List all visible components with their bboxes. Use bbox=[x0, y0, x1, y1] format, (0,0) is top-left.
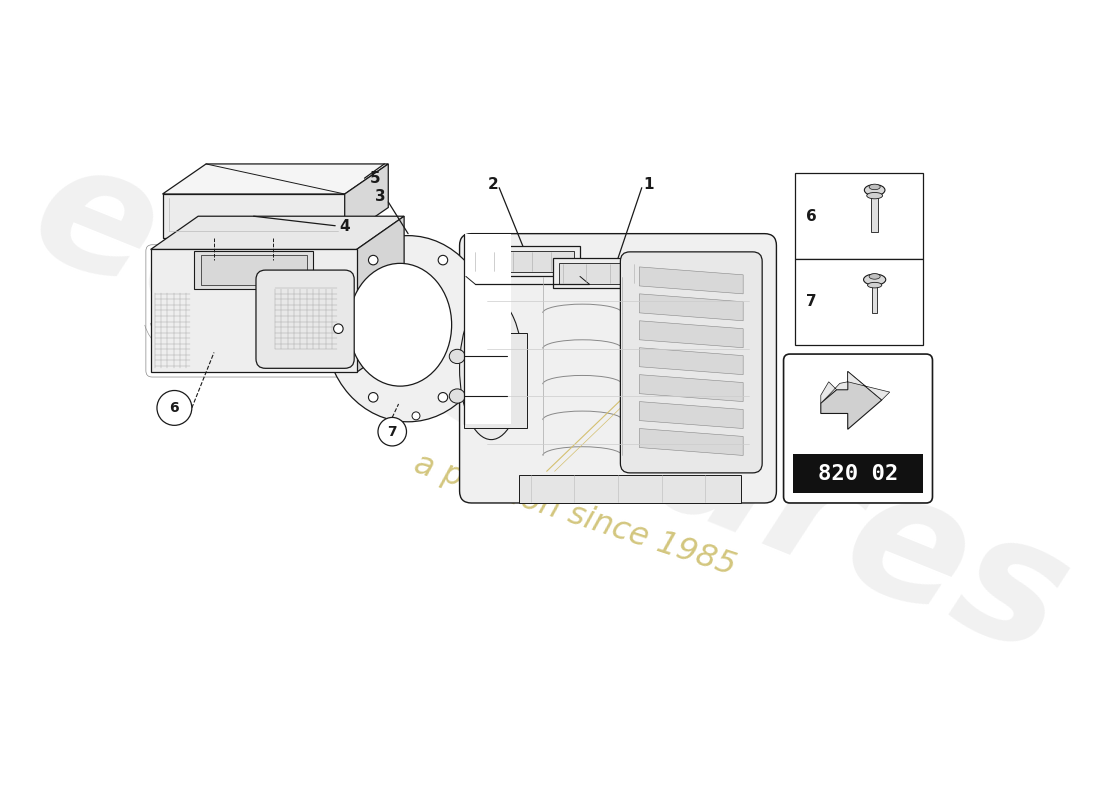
Polygon shape bbox=[639, 402, 744, 429]
Polygon shape bbox=[151, 250, 356, 372]
Ellipse shape bbox=[449, 350, 465, 363]
Text: 5: 5 bbox=[370, 171, 381, 186]
Polygon shape bbox=[639, 429, 744, 455]
Polygon shape bbox=[463, 333, 527, 428]
Polygon shape bbox=[195, 251, 314, 289]
Polygon shape bbox=[639, 294, 744, 321]
Polygon shape bbox=[200, 255, 307, 285]
Ellipse shape bbox=[867, 193, 882, 198]
Polygon shape bbox=[519, 475, 740, 503]
Circle shape bbox=[438, 393, 448, 402]
FancyBboxPatch shape bbox=[460, 234, 777, 503]
Circle shape bbox=[333, 324, 343, 334]
Ellipse shape bbox=[865, 185, 886, 196]
FancyBboxPatch shape bbox=[620, 252, 762, 473]
Polygon shape bbox=[163, 164, 388, 194]
Circle shape bbox=[412, 412, 420, 420]
Bar bbox=[793, 454, 923, 494]
Polygon shape bbox=[639, 321, 744, 348]
Polygon shape bbox=[553, 258, 667, 288]
Polygon shape bbox=[356, 216, 404, 372]
Polygon shape bbox=[821, 371, 882, 430]
Text: 6: 6 bbox=[169, 401, 179, 415]
Ellipse shape bbox=[864, 274, 886, 285]
Ellipse shape bbox=[868, 282, 882, 288]
Polygon shape bbox=[794, 259, 923, 345]
Circle shape bbox=[378, 418, 407, 446]
Ellipse shape bbox=[460, 297, 522, 440]
Text: 7: 7 bbox=[805, 294, 816, 310]
Polygon shape bbox=[872, 285, 877, 313]
Polygon shape bbox=[871, 196, 878, 232]
Polygon shape bbox=[463, 234, 512, 424]
Circle shape bbox=[157, 390, 191, 426]
Text: a passion since 1985: a passion since 1985 bbox=[409, 448, 739, 582]
Polygon shape bbox=[344, 164, 388, 238]
Ellipse shape bbox=[449, 389, 465, 403]
Polygon shape bbox=[639, 267, 744, 294]
Polygon shape bbox=[560, 263, 661, 283]
Ellipse shape bbox=[869, 274, 880, 279]
FancyBboxPatch shape bbox=[783, 354, 933, 503]
Text: 1: 1 bbox=[642, 177, 653, 192]
Polygon shape bbox=[151, 216, 404, 250]
FancyBboxPatch shape bbox=[256, 270, 354, 368]
Text: eurospares: eurospares bbox=[10, 124, 1091, 692]
Circle shape bbox=[368, 255, 378, 265]
Text: 7: 7 bbox=[387, 425, 397, 438]
Polygon shape bbox=[472, 251, 573, 272]
Ellipse shape bbox=[324, 236, 492, 422]
Polygon shape bbox=[639, 374, 744, 402]
Text: 6: 6 bbox=[805, 209, 816, 224]
Text: 4: 4 bbox=[339, 219, 350, 234]
Circle shape bbox=[438, 255, 448, 265]
Text: 2: 2 bbox=[487, 177, 498, 192]
Text: 820 02: 820 02 bbox=[818, 464, 898, 484]
Polygon shape bbox=[163, 194, 344, 238]
Text: 3: 3 bbox=[375, 189, 386, 204]
Circle shape bbox=[368, 393, 378, 402]
Ellipse shape bbox=[349, 263, 452, 386]
Polygon shape bbox=[466, 246, 580, 277]
Polygon shape bbox=[639, 348, 744, 374]
Ellipse shape bbox=[869, 184, 880, 190]
Polygon shape bbox=[794, 174, 923, 259]
Polygon shape bbox=[821, 371, 890, 403]
